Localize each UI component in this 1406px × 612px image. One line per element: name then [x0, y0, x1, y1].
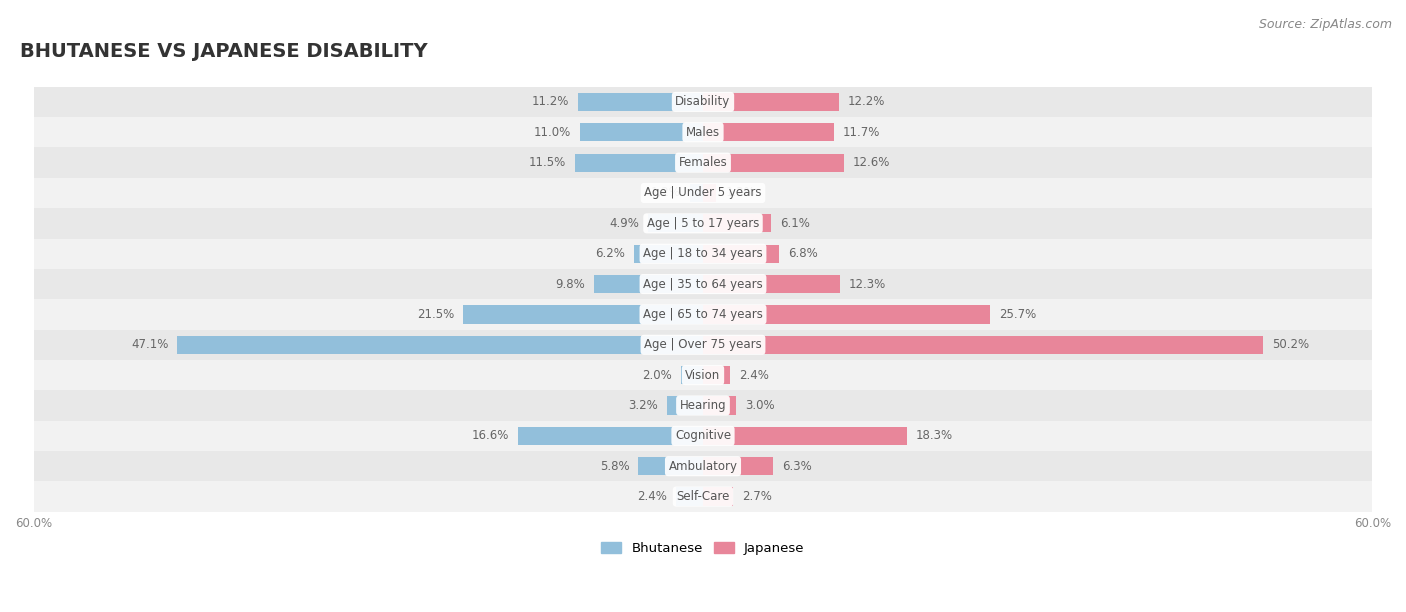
Text: 25.7%: 25.7%: [998, 308, 1036, 321]
Text: Ambulatory: Ambulatory: [668, 460, 738, 472]
Bar: [581, 123, 703, 141]
Text: 1.2%: 1.2%: [725, 187, 755, 200]
Bar: [703, 93, 839, 111]
Bar: [593, 275, 703, 293]
Bar: [34, 360, 1372, 390]
Text: 2.4%: 2.4%: [738, 368, 769, 382]
Text: 6.8%: 6.8%: [787, 247, 817, 260]
Text: 3.2%: 3.2%: [628, 399, 658, 412]
Text: 5.8%: 5.8%: [600, 460, 630, 472]
Text: 47.1%: 47.1%: [131, 338, 169, 351]
Text: 12.6%: 12.6%: [852, 156, 890, 169]
Text: 2.7%: 2.7%: [742, 490, 772, 503]
Text: Age | 35 to 64 years: Age | 35 to 64 years: [643, 278, 763, 291]
Text: 1.2%: 1.2%: [651, 187, 681, 200]
Bar: [703, 275, 841, 293]
Bar: [703, 457, 773, 476]
Bar: [34, 117, 1372, 147]
Text: Females: Females: [679, 156, 727, 169]
Text: Age | 65 to 74 years: Age | 65 to 74 years: [643, 308, 763, 321]
Text: Self-Care: Self-Care: [676, 490, 730, 503]
Text: Age | Under 5 years: Age | Under 5 years: [644, 187, 762, 200]
Text: Age | 18 to 34 years: Age | 18 to 34 years: [643, 247, 763, 260]
Bar: [703, 487, 733, 506]
Text: 11.7%: 11.7%: [842, 126, 880, 139]
Bar: [703, 335, 1263, 354]
Text: 6.2%: 6.2%: [595, 247, 624, 260]
Bar: [34, 420, 1372, 451]
Bar: [578, 93, 703, 111]
Bar: [703, 154, 844, 172]
Bar: [517, 427, 703, 445]
Bar: [34, 269, 1372, 299]
Text: 50.2%: 50.2%: [1272, 338, 1309, 351]
Bar: [681, 366, 703, 384]
Text: 11.0%: 11.0%: [534, 126, 571, 139]
Text: 4.9%: 4.9%: [610, 217, 640, 230]
Text: 11.5%: 11.5%: [529, 156, 565, 169]
Bar: [575, 154, 703, 172]
Bar: [703, 184, 717, 202]
Bar: [34, 147, 1372, 178]
Text: 18.3%: 18.3%: [917, 430, 953, 442]
Bar: [34, 330, 1372, 360]
Text: 12.2%: 12.2%: [848, 95, 886, 108]
Bar: [676, 487, 703, 506]
Text: Males: Males: [686, 126, 720, 139]
Text: Hearing: Hearing: [679, 399, 727, 412]
Bar: [703, 305, 990, 324]
Bar: [177, 335, 703, 354]
Text: Age | 5 to 17 years: Age | 5 to 17 years: [647, 217, 759, 230]
Text: Disability: Disability: [675, 95, 731, 108]
Bar: [703, 427, 907, 445]
Bar: [703, 123, 834, 141]
Text: Vision: Vision: [685, 368, 721, 382]
Text: 21.5%: 21.5%: [418, 308, 454, 321]
Bar: [463, 305, 703, 324]
Bar: [34, 482, 1372, 512]
Bar: [34, 239, 1372, 269]
Text: 2.4%: 2.4%: [637, 490, 668, 503]
Bar: [34, 299, 1372, 330]
Bar: [638, 457, 703, 476]
Bar: [703, 214, 770, 233]
Legend: Bhutanese, Japanese: Bhutanese, Japanese: [596, 536, 810, 561]
Bar: [34, 178, 1372, 208]
Bar: [34, 390, 1372, 420]
Text: 6.1%: 6.1%: [780, 217, 810, 230]
Bar: [34, 208, 1372, 239]
Text: 16.6%: 16.6%: [471, 430, 509, 442]
Bar: [34, 87, 1372, 117]
Bar: [634, 245, 703, 263]
Text: 12.3%: 12.3%: [849, 278, 886, 291]
Text: Source: ZipAtlas.com: Source: ZipAtlas.com: [1258, 18, 1392, 31]
Bar: [668, 397, 703, 414]
Text: BHUTANESE VS JAPANESE DISABILITY: BHUTANESE VS JAPANESE DISABILITY: [20, 42, 427, 61]
Text: Age | Over 75 years: Age | Over 75 years: [644, 338, 762, 351]
Bar: [689, 184, 703, 202]
Text: 3.0%: 3.0%: [745, 399, 775, 412]
Text: 6.3%: 6.3%: [782, 460, 813, 472]
Bar: [34, 451, 1372, 482]
Text: 11.2%: 11.2%: [531, 95, 569, 108]
Bar: [703, 366, 730, 384]
Text: 9.8%: 9.8%: [555, 278, 585, 291]
Text: 2.0%: 2.0%: [643, 368, 672, 382]
Text: Cognitive: Cognitive: [675, 430, 731, 442]
Bar: [703, 397, 737, 414]
Bar: [703, 245, 779, 263]
Bar: [648, 214, 703, 233]
